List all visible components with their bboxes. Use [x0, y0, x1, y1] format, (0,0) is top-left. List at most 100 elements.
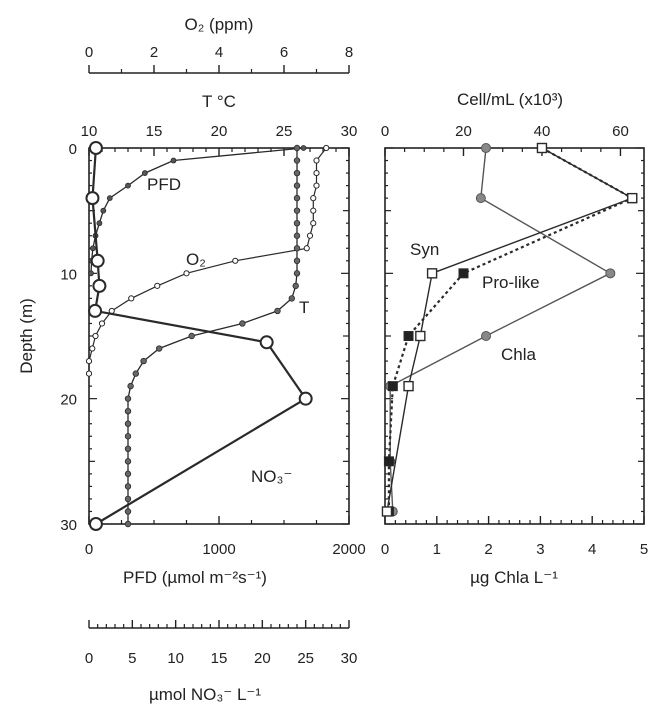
no3-point	[85, 191, 100, 206]
t-tick-label: 25	[276, 123, 293, 140]
cell-tick-label: 60	[612, 123, 629, 140]
o2-ticks: 0 2 4 6 8	[85, 44, 353, 73]
temperature-point	[140, 357, 147, 365]
temperature-point	[293, 169, 301, 177]
temperature-point	[132, 370, 139, 377]
pfd-point	[88, 270, 94, 277]
temperature-point	[293, 207, 301, 214]
no3-tick-label: 15	[211, 650, 228, 667]
temperature-point	[293, 144, 301, 152]
o2-tick-label: 0	[85, 44, 93, 61]
temperature-point	[124, 445, 132, 452]
temperature-point	[124, 520, 132, 528]
depth-tick-label: 10	[60, 266, 77, 283]
o2-point	[310, 220, 317, 227]
o2-point	[183, 270, 190, 277]
o2-point	[310, 207, 317, 214]
syn-point	[426, 268, 438, 279]
chla-axis-label: µg Chla L⁻¹	[470, 568, 558, 587]
temperature-point	[293, 219, 301, 227]
temperature-point	[274, 307, 281, 315]
temperature-point	[124, 433, 132, 440]
temperature-point	[293, 182, 301, 189]
pfd-point	[300, 145, 307, 151]
temperature-point	[293, 257, 301, 264]
o2-point	[313, 169, 320, 177]
right-panel: Cell/mL (x10³) 0 20 40 60 0 1 2 3 4 5 µg Chla L⁻…	[381, 90, 648, 587]
o2-point	[89, 345, 96, 352]
pfd-tick-label: 2000	[332, 541, 365, 558]
pro-like-point	[403, 331, 414, 341]
pfd-point	[141, 170, 148, 176]
cell-tick-label: 20	[455, 123, 472, 140]
chla-tick-label: 5	[640, 541, 648, 558]
pro-like-point	[387, 381, 398, 392]
temperature-point	[293, 270, 301, 277]
no3-point	[92, 278, 107, 293]
no3-tick-label: 10	[167, 650, 184, 667]
no3-annotation: NO₃⁻	[251, 467, 292, 486]
syn-point	[381, 506, 393, 517]
chla-point	[481, 331, 492, 341]
chla-annotation: Chla	[501, 345, 537, 364]
chla-point	[475, 193, 486, 204]
temperature-point	[188, 332, 195, 340]
temperature-point	[124, 408, 132, 415]
depth-axis-label: Depth (m)	[17, 298, 36, 374]
o2-tick-label: 8	[345, 44, 353, 61]
no3-tick-label: 20	[254, 650, 271, 667]
pfd-axis-label: PFD (µmol m⁻²s⁻¹)	[123, 568, 267, 587]
pfd-tick-label: 0	[85, 541, 93, 558]
pfd-point	[125, 182, 131, 189]
depth-tick-label: 0	[69, 141, 77, 158]
pfd-ticks: 0 1000 2000	[85, 516, 366, 558]
no3-axis-label: µmol NO₃⁻ L⁻¹	[149, 685, 261, 704]
t-tick-label: 10	[81, 123, 98, 140]
temperature-point	[288, 295, 295, 302]
no3-ticks: 0 5 10 15 20 25 30	[85, 620, 358, 667]
temperature-point	[155, 345, 163, 352]
pfd-point	[100, 207, 107, 214]
temperature-point	[293, 157, 301, 164]
no3-tick-label: 0	[85, 650, 93, 667]
depth-tick-label: 20	[60, 392, 77, 409]
pro-like-annotation: Pro-like	[482, 273, 540, 292]
pfd-point	[96, 220, 103, 227]
no3-tick-label: 30	[341, 650, 358, 667]
temperature-point	[293, 232, 301, 239]
no3-tick-label: 5	[128, 650, 136, 667]
chla-tick-label: 0	[381, 541, 389, 558]
o2-point	[323, 144, 330, 152]
o2-point	[303, 245, 310, 252]
chla-tick-label: 1	[433, 541, 441, 558]
syn-point	[627, 192, 638, 204]
chla-point	[605, 268, 616, 279]
pfd-tick-label: 1000	[202, 541, 235, 558]
left-series	[85, 141, 330, 531]
syn-point	[536, 142, 548, 154]
temperature-point	[124, 395, 132, 402]
chla-ticks: 0 1 2 3 4 5	[381, 516, 648, 558]
pfd-point	[170, 157, 177, 164]
pro-like-point	[383, 456, 394, 467]
temperature-point	[124, 483, 132, 490]
pfd-annotation: PFD	[147, 175, 181, 194]
o2-annotation: O₂	[186, 250, 206, 269]
o2-point	[154, 282, 161, 289]
temperature-point	[124, 458, 132, 465]
chla-point	[481, 143, 492, 153]
cell-ticks: 0 20 40 60	[381, 123, 629, 156]
chla-tick-label: 2	[484, 541, 492, 558]
o2-point	[85, 357, 93, 365]
right-series	[381, 142, 638, 517]
no3-point	[90, 253, 105, 268]
t-tick-label: 15	[146, 123, 163, 140]
syn-point	[403, 380, 414, 392]
pro-like-point	[458, 268, 469, 279]
temperature-point	[124, 508, 132, 515]
temperature-point	[124, 495, 132, 503]
no3-tick-label: 25	[297, 650, 314, 667]
o2-point	[232, 257, 239, 264]
